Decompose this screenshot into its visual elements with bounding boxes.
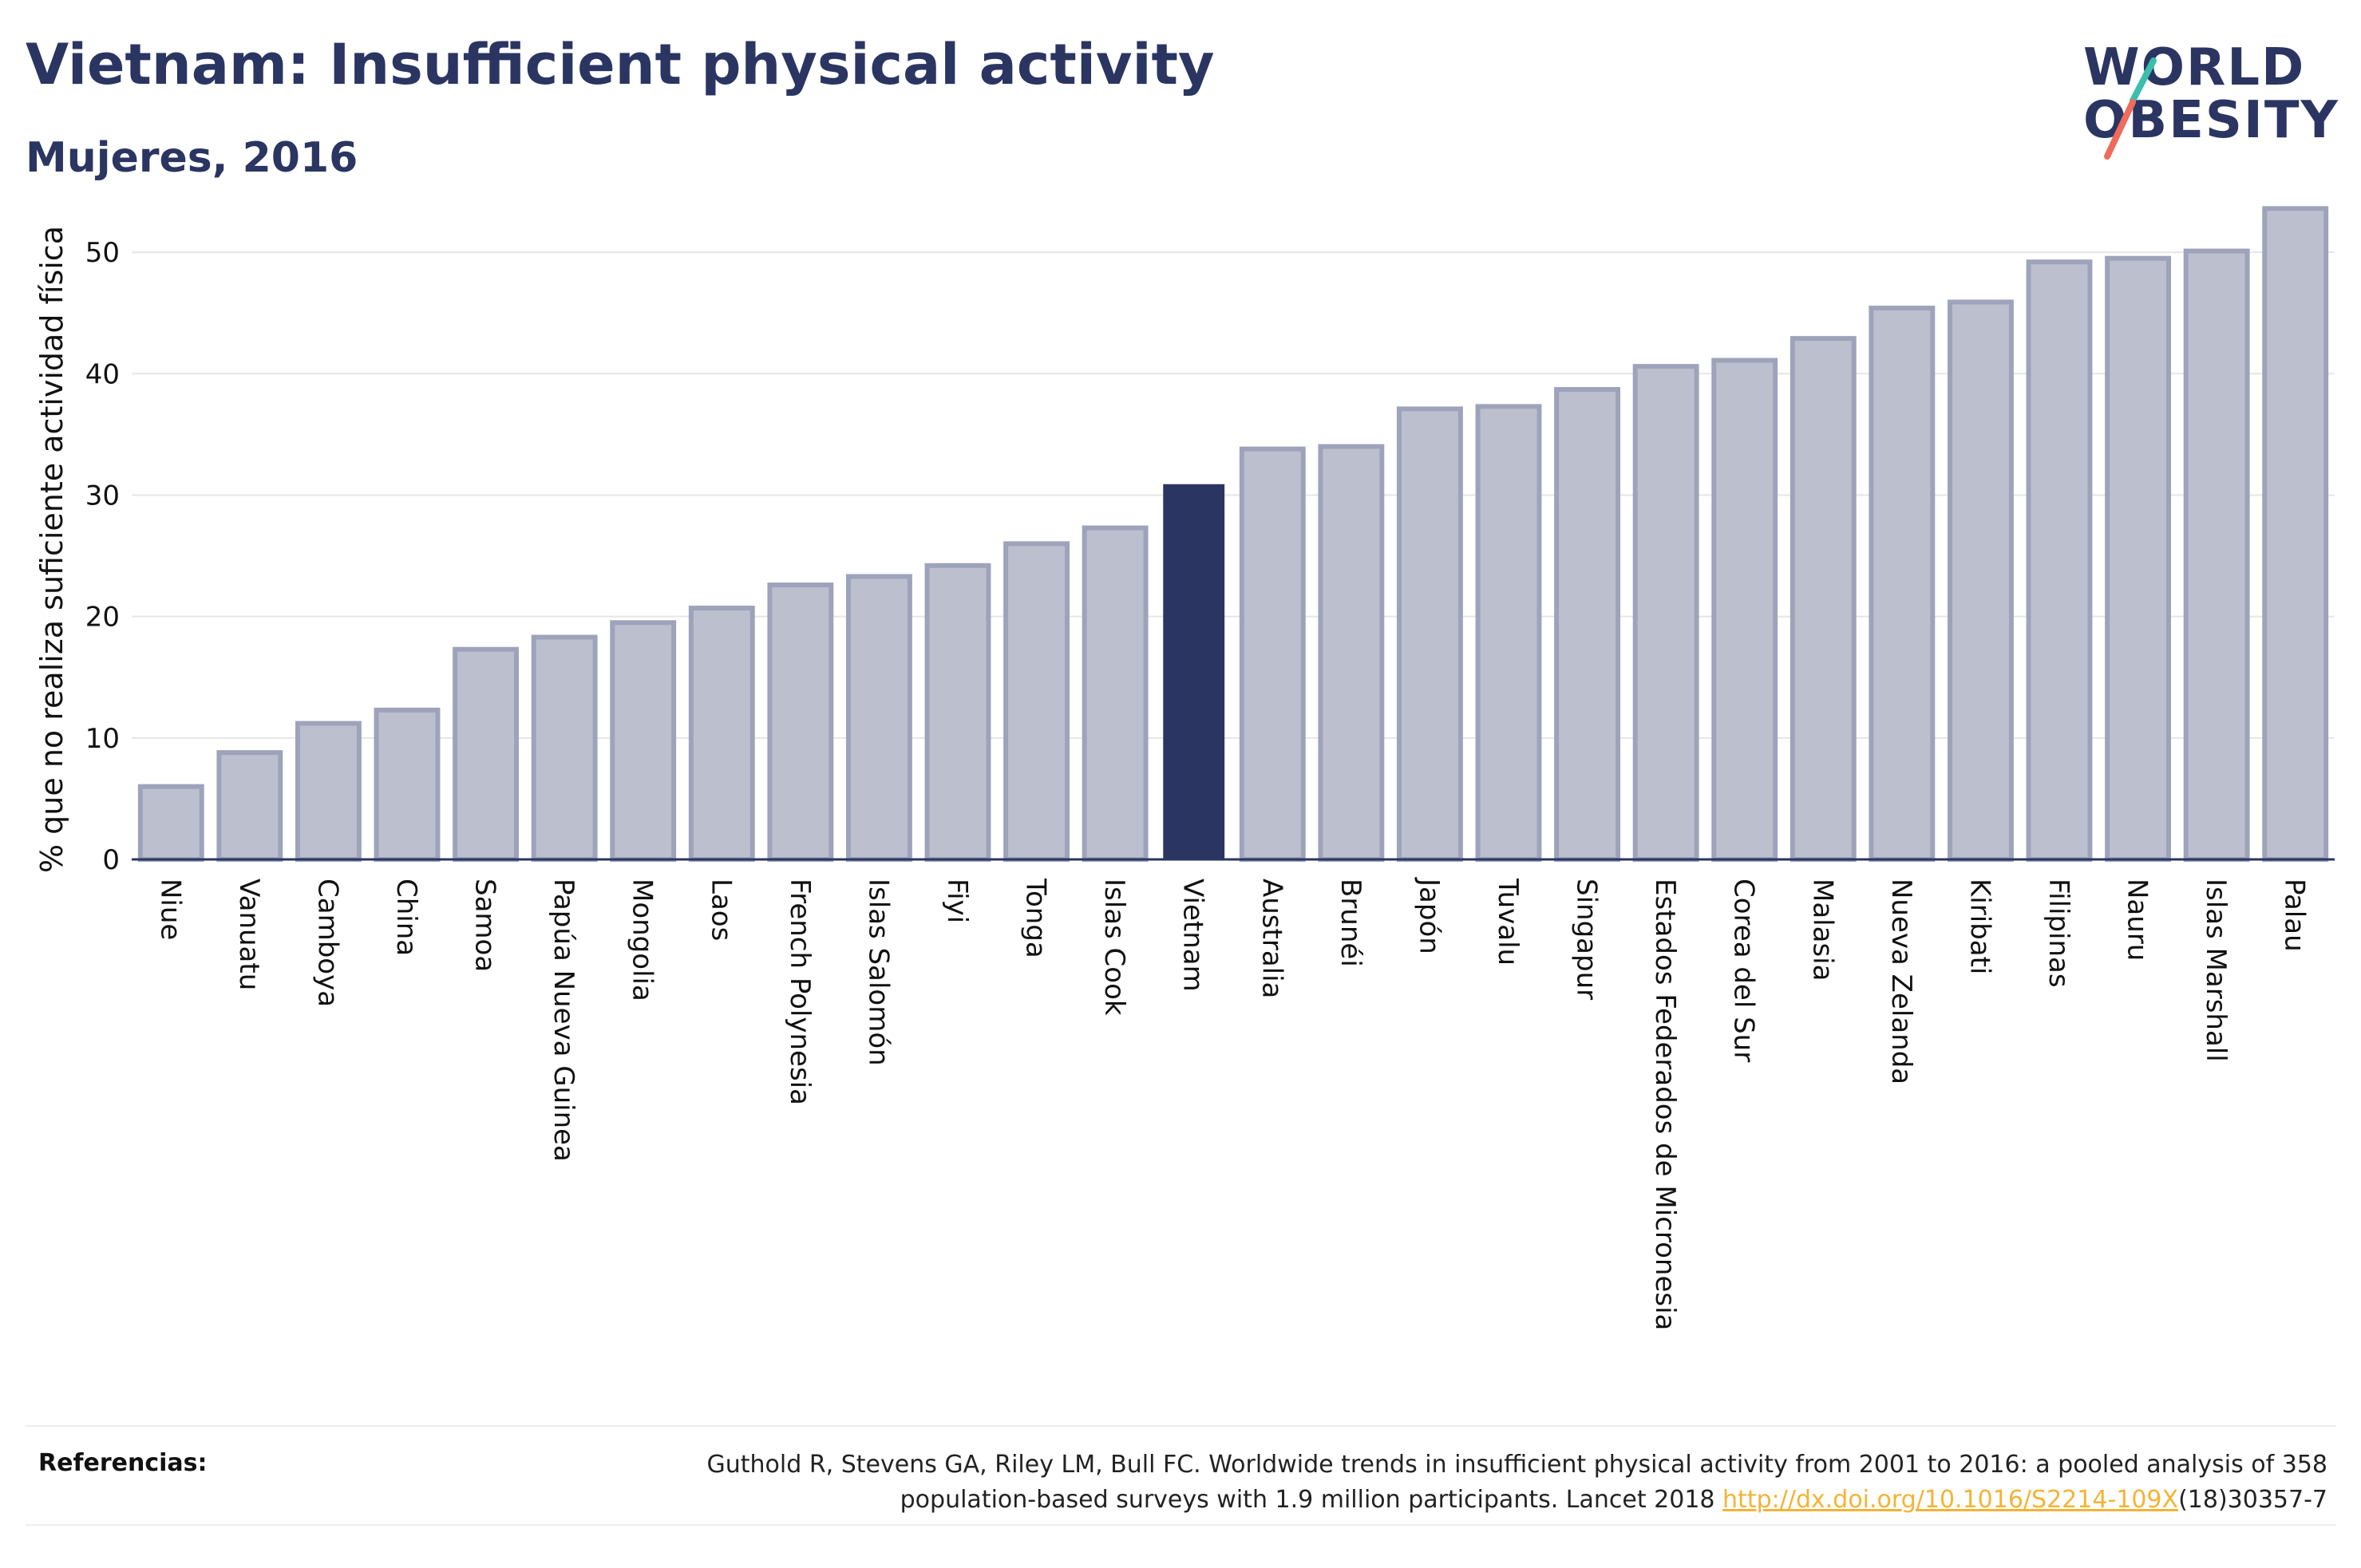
- bar-samoa: [453, 646, 520, 862]
- bar-pap-a-nueva-guinea: [531, 634, 598, 862]
- footer-divider-bottom: [26, 1524, 2336, 1526]
- bar-fiyi: [924, 563, 991, 862]
- bar-tuvalu: [1475, 404, 1542, 862]
- footer-divider-top: [26, 1425, 2336, 1427]
- x-tick-label: Mongolia: [627, 879, 658, 1001]
- x-tick-label: Islas Salomón: [862, 879, 894, 1066]
- x-tick-label: Kiribati: [1964, 879, 1995, 974]
- bar-palau: [2262, 206, 2329, 862]
- x-tick-label: Singapur: [1571, 879, 1603, 1000]
- reference-line-2: population-based surveys with 1.9 millio…: [412, 1483, 2327, 1518]
- x-tick-label: Estados Federados de Micronesia: [1649, 879, 1681, 1330]
- bar-islas-marshall: [2183, 248, 2250, 862]
- bar-islas-cook: [1082, 525, 1149, 862]
- bar-vanuatu: [216, 750, 283, 863]
- bar-nueva-zelanda: [1869, 306, 1936, 862]
- y-tick-label: 10: [85, 723, 120, 755]
- y-axis-ticks: 0 10 20 30 40 50: [85, 237, 120, 876]
- bar-china: [374, 707, 441, 862]
- x-tick-label: Camboya: [311, 879, 343, 1007]
- x-tick-label: Filipinas: [2043, 879, 2074, 988]
- y-axis-title: % que no realiza suficiente actividad fí…: [34, 226, 69, 873]
- bar-singapur: [1554, 387, 1621, 863]
- bar-laos: [688, 605, 755, 862]
- bar-filipinas: [2026, 259, 2093, 862]
- world-obesity-logo: WORLD OBESITY: [2083, 32, 2347, 168]
- bar-niue: [137, 784, 204, 863]
- reference-citation: Guthold R, Stevens GA, Riley LM, Bull FC…: [412, 1448, 2327, 1518]
- x-tick-label: Japón: [1413, 877, 1445, 954]
- bar-mongolia: [610, 620, 677, 863]
- x-tick-label: Corea del Sur: [1728, 879, 1760, 1062]
- x-tick-label: Brunéi: [1335, 879, 1366, 967]
- chart-title: Vietnam: Insufficient physical activity: [26, 32, 1215, 97]
- x-tick-label: Vanuatu: [233, 879, 265, 990]
- x-tick-label: Papúa Nueva Guinea: [548, 879, 579, 1162]
- bar-nauru: [2105, 255, 2172, 862]
- bar-corea-del-sur: [1711, 357, 1778, 862]
- x-tick-label: Nauru: [2122, 879, 2153, 961]
- chart-subtitle: Mujeres, 2016: [26, 134, 358, 182]
- x-tick-label: French Polynesia: [784, 879, 816, 1105]
- bars: [137, 206, 2329, 863]
- x-tick-label: Palau: [2279, 879, 2311, 952]
- x-tick-label: Tonga: [1020, 878, 1052, 958]
- x-tick-label: Islas Cook: [1098, 879, 1130, 1016]
- bar-estados-federados-de-micronesia: [1632, 364, 1699, 862]
- x-axis-labels: Niue Vanuatu Camboya China Samoa Papúa Nueva …: [154, 877, 2310, 1330]
- x-tick-label: Samoa: [469, 879, 501, 972]
- x-tick-label: Australia: [1256, 879, 1287, 998]
- y-tick-label: 30: [85, 480, 120, 511]
- bar-vietnam: [1163, 484, 1225, 859]
- bar-kiribati: [1947, 299, 2014, 862]
- x-tick-label: Laos: [705, 879, 737, 941]
- x-tick-label: Malasia: [1806, 879, 1838, 981]
- x-tick-label: Vietnam: [1177, 879, 1209, 992]
- bar-chart: 0 10 20 30 40 50 Niue Vanuatu Camboya China Samoa…: [34, 206, 2335, 1330]
- bar-australia: [1239, 446, 1306, 862]
- y-tick-label: 50: [85, 237, 120, 269]
- reference-line-2-suffix: (18)30357-7: [2178, 1486, 2327, 1514]
- bar-jap-n: [1396, 406, 1463, 862]
- reference-doi-link[interactable]: http://dx.doi.org/10.1016/S2214-109X: [1722, 1486, 2179, 1514]
- y-tick-label: 40: [85, 358, 120, 390]
- x-tick-label: Tuvalu: [1492, 878, 1524, 966]
- x-tick-label: Nueva Zelanda: [1885, 879, 1917, 1084]
- bar-malasia: [1790, 336, 1857, 862]
- x-tick-label: Islas Marshall: [2200, 879, 2232, 1062]
- bar-tonga: [1003, 541, 1070, 862]
- logo-slash-icon: [2104, 57, 2157, 160]
- y-tick-label: 20: [85, 602, 120, 634]
- x-tick-label: China: [390, 879, 422, 956]
- x-tick-label: Fiyi: [941, 879, 973, 923]
- y-tick-label: 0: [102, 844, 120, 876]
- references-label: Referencias:: [38, 1449, 208, 1477]
- bar-camboya: [295, 721, 362, 862]
- logo-word-world: WORLD: [2083, 38, 2306, 97]
- bar-french-polynesia: [767, 583, 834, 862]
- x-tick-label: Niue: [154, 879, 186, 940]
- bar-islas-salom-n: [845, 574, 912, 863]
- bar-brun-i: [1318, 444, 1385, 862]
- reference-line-1: Guthold R, Stevens GA, Riley LM, Bull FC…: [706, 1451, 2327, 1479]
- reference-line-2-prefix: population-based surveys with 1.9 millio…: [900, 1486, 1723, 1514]
